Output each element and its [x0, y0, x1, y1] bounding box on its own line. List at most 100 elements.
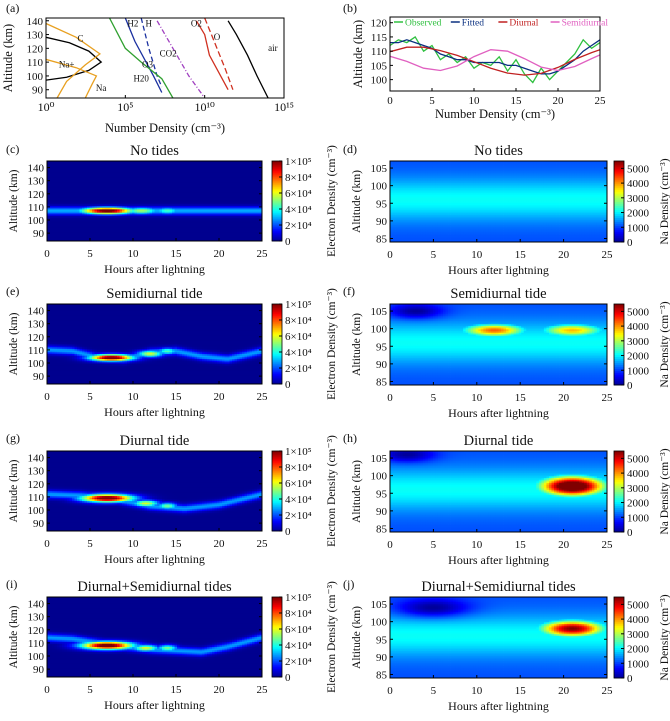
heatmap-cells: [47, 451, 263, 532]
colorbar-step: [614, 529, 624, 533]
x-tick-label: 25: [602, 685, 614, 697]
colorbar: 0 2×10⁴ 4×10⁴ 6×10⁴ 8×10⁴ 1×10⁵ Electron Densi…: [271, 435, 338, 547]
colorbar-step: [272, 607, 282, 610]
colorbar: 0 2×10⁴ 4×10⁴ 6×10⁴ 8×10⁴ 1×10⁵ Electron Densi…: [271, 288, 338, 400]
heatmap-cells: [390, 451, 608, 533]
y-axis-label: Altitude (km): [351, 606, 363, 669]
colorbar-step: [614, 306, 624, 309]
colorbar-step: [614, 617, 624, 620]
colorbar-step: [614, 304, 624, 307]
panel-label: (g): [6, 431, 20, 445]
x-tick-label: 10: [128, 391, 140, 403]
colorbar-tick-label: 2×10⁴: [285, 363, 312, 375]
colorbar-tick-label: 5000: [627, 306, 650, 318]
colorbar-step: [614, 217, 624, 221]
panel-label: (b): [343, 1, 357, 15]
colorbar-step: [614, 657, 624, 661]
x-axis-label: Hours after lightning: [448, 406, 549, 420]
colorbar-tick-label: 6×10⁴: [285, 188, 312, 200]
colorbar-step: [614, 501, 624, 505]
colorbar-step: [614, 189, 624, 192]
colorbar-tick-label: 8×10⁴: [285, 315, 312, 327]
panel-label: (e): [6, 284, 19, 298]
panel-label: (i): [6, 577, 17, 591]
colorbar-step: [614, 167, 624, 170]
colorbar-step: [614, 475, 624, 478]
colorbar-step: [614, 235, 624, 239]
x-tick-label: 10: [128, 684, 140, 696]
colorbar-tick-label: 5000: [627, 599, 650, 611]
colorbar-step: [614, 481, 624, 484]
panel-b: 100 105 110 115 120 0 5 10 15 20 25 Number Density …: [351, 16, 608, 121]
colorbar-step: [614, 193, 624, 196]
series-o2: [204, 18, 234, 90]
panel-j: 85 90 95 100 105 0 5 10 15 20 25 Diurnal+Semidiurna…: [351, 579, 670, 713]
colorbar-step: [614, 187, 624, 190]
colorbar-step: [614, 631, 624, 634]
y-axis-label: Altitude (km): [351, 313, 363, 376]
x-tick-label: 20: [558, 249, 570, 261]
colorbar-step: [272, 171, 282, 174]
y-tick-label: 90: [32, 85, 44, 97]
y-tick-label: 130: [28, 612, 45, 624]
x-tick-label: 15: [171, 538, 183, 550]
y-tick-label: 105: [371, 453, 388, 465]
colorbar-step: [614, 370, 624, 374]
axes-frame: [389, 16, 601, 92]
y-tick-label: 100: [371, 181, 388, 193]
y-tick-label: 105: [371, 60, 388, 72]
colorbar-step: [614, 661, 624, 665]
colorbar-step: [272, 364, 282, 367]
colorbar-step: [614, 205, 624, 208]
colorbar-step: [272, 374, 282, 377]
colorbar-step: [614, 312, 624, 315]
colorbar-step: [614, 629, 624, 632]
colorbar-step: [614, 233, 624, 237]
y-axis-label: Altitude (km): [1, 24, 15, 92]
x-tick-label: 10: [471, 249, 483, 261]
series-observed: [390, 35, 600, 84]
colorbar-step: [614, 605, 624, 608]
colorbar-step: [272, 469, 282, 472]
series-air: [227, 20, 269, 98]
colorbar-step: [272, 161, 282, 164]
colorbar-step: [272, 338, 282, 341]
colorbar-step: [272, 213, 282, 216]
colorbar-step: [272, 479, 282, 482]
colorbar-step: [272, 314, 282, 317]
colorbar-step: [614, 181, 624, 184]
colorbar-step: [272, 211, 282, 214]
colorbar-step: [272, 519, 282, 522]
x-tick-label: 15: [511, 95, 523, 107]
annotation-o2: O2: [191, 18, 202, 28]
colorbar-step: [272, 477, 282, 480]
y-axis-label: Altitude (km): [8, 459, 20, 522]
x-tick-label: 15: [171, 248, 183, 260]
x-tick-label: 10: [128, 248, 140, 260]
colorbar-step: [614, 671, 624, 675]
colorbar-tick-label: 3000: [627, 629, 650, 641]
colorbar-tick-label: 6×10⁴: [285, 624, 312, 636]
y-tick-label: 130: [27, 30, 44, 42]
x-tick-label: 20: [214, 538, 226, 550]
colorbar-step: [272, 459, 282, 462]
colorbar-step: [614, 517, 624, 521]
colorbar-step: [272, 467, 282, 470]
x-tick-label: 0: [44, 391, 50, 403]
colorbar-step: [614, 495, 624, 498]
colorbar-step: [614, 619, 624, 622]
colorbar-step: [272, 603, 282, 606]
colorbar-frame: [271, 160, 283, 242]
colorbar-step: [272, 637, 282, 640]
colorbar-step: [614, 633, 624, 636]
colorbar-tick-label: 6×10⁴: [285, 331, 312, 343]
y-axis-label: Altitude (km): [8, 312, 20, 375]
colorbar-step: [614, 382, 624, 386]
colorbar-step: [614, 621, 624, 624]
x-tick-label: 10¹⁵: [274, 100, 294, 114]
x-tick-label: 5: [429, 95, 435, 107]
colorbar-label: Electron Density (cm⁻³): [326, 145, 338, 257]
colorbar-step: [272, 227, 282, 230]
colorbar-tick-label: 4×10⁴: [285, 494, 312, 506]
